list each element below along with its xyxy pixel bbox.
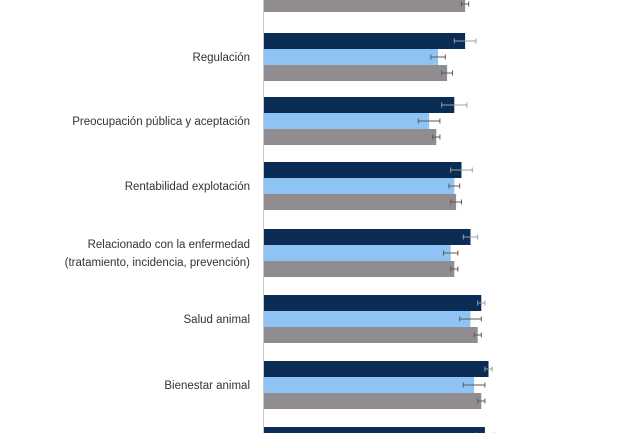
bar-preocupacion-series-2: [263, 113, 430, 129]
bar-enfermedad-series-3: [263, 261, 455, 277]
error-bar-enfermedad-series-1: [462, 234, 479, 240]
error-bar-preocupacion-series-3: [432, 134, 441, 140]
error-bar-bienestar-series-1: [484, 366, 493, 372]
error-bar-bienestar-series-3: [477, 398, 486, 404]
bar-rentabilidad-series-2: [263, 178, 455, 194]
category-label-rentabilidad: Rentabilidad explotación: [125, 181, 250, 193]
error-bar-enfermedad-series-2: [443, 250, 459, 256]
bar-enfermedad-series-2: [263, 245, 451, 261]
error-bar-preocupacion-series-2: [417, 118, 441, 124]
error-bar-rentabilidad-series-3: [450, 199, 462, 205]
bar-bienestar-series-2: [263, 377, 475, 393]
bar-salud-series-1: [263, 295, 482, 311]
bar-bienestar-series-3: [263, 393, 482, 409]
error-bar-enfermedad-series-3: [450, 266, 459, 272]
category-label-bienestar: Bienestar animal: [164, 380, 250, 392]
error-bar-rentabilidad-series-2: [448, 183, 461, 189]
bar-bottom-partial-series-1: [263, 427, 485, 433]
error-bar-preocupacion-series-1: [441, 102, 468, 108]
error-bar-rentabilidad-series-1: [450, 167, 473, 173]
category-label-enfermedad-line-2: (tratamiento, incidencia, prevención): [65, 257, 251, 269]
error-bar-regulacion-series-3: [441, 70, 453, 76]
bar-top-partial-series-3: [263, 0, 466, 12]
category-label-salud: Salud animal: [184, 314, 250, 326]
error-bar-top-partial-series-3: [461, 1, 470, 7]
category-label-regulacion: Regulación: [192, 52, 250, 64]
error-bar-salud-series-1: [477, 300, 486, 306]
bar-enfermedad-series-1: [263, 229, 471, 245]
bar-regulacion-series-2: [263, 49, 439, 65]
error-bar-regulacion-series-1: [453, 38, 477, 44]
bar-regulacion-series-3: [263, 65, 448, 81]
error-bar-salud-series-2: [459, 316, 482, 322]
error-bar-salud-series-3: [473, 332, 482, 338]
bar-rentabilidad-series-1: [263, 162, 462, 178]
bar-preocupacion-series-3: [263, 129, 437, 145]
bar-salud-series-3: [263, 327, 478, 343]
error-bar-bienestar-series-2: [462, 382, 486, 388]
bar-regulacion-series-1: [263, 33, 466, 49]
bar-bienestar-series-1: [263, 361, 489, 377]
error-bar-regulacion-series-2: [430, 54, 446, 60]
category-label-enfermedad-line-1: Relacionado con la enfermedad: [88, 239, 250, 251]
bar-rentabilidad-series-3: [263, 194, 457, 210]
bar-preocupacion-series-1: [263, 97, 455, 113]
category-label-preocupacion: Preocupación pública y aceptación: [72, 116, 250, 128]
bar-salud-series-2: [263, 311, 471, 327]
